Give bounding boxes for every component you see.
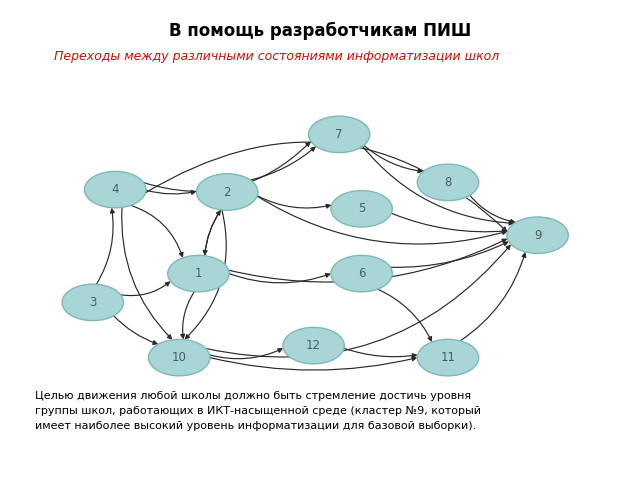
FancyArrowPatch shape [209, 349, 282, 359]
Ellipse shape [417, 164, 479, 201]
Text: 4: 4 [111, 183, 119, 196]
Text: 7: 7 [335, 128, 343, 141]
Text: В помощь разработчикам ПИШ: В помощь разработчикам ПИШ [169, 22, 471, 40]
Text: Переходы между различными состояниями информатизации школ: Переходы между различными состояниями ин… [54, 50, 500, 63]
FancyArrowPatch shape [204, 210, 221, 254]
FancyArrowPatch shape [146, 190, 195, 194]
FancyArrowPatch shape [180, 292, 195, 338]
FancyArrowPatch shape [378, 289, 431, 341]
FancyArrowPatch shape [210, 357, 416, 370]
FancyArrowPatch shape [362, 146, 513, 225]
Text: 12: 12 [306, 339, 321, 352]
FancyArrowPatch shape [257, 196, 330, 208]
FancyArrowPatch shape [392, 213, 506, 233]
Text: 8: 8 [444, 176, 452, 189]
Text: 10: 10 [172, 351, 187, 364]
FancyArrowPatch shape [257, 196, 506, 244]
FancyArrowPatch shape [206, 245, 510, 357]
Text: 9: 9 [534, 228, 541, 242]
FancyArrowPatch shape [364, 145, 422, 173]
FancyArrowPatch shape [145, 142, 506, 231]
FancyArrowPatch shape [390, 242, 508, 267]
FancyArrowPatch shape [114, 316, 157, 344]
Text: 6: 6 [358, 267, 365, 280]
Ellipse shape [331, 191, 392, 227]
Ellipse shape [148, 339, 210, 376]
FancyArrowPatch shape [122, 207, 172, 339]
Text: Целью движения любой школы должно быть стремление достичь уровня
группы школ, ра: Целью движения любой школы должно быть с… [35, 391, 481, 431]
Text: 1: 1 [195, 267, 202, 280]
Ellipse shape [168, 255, 229, 292]
FancyArrowPatch shape [344, 348, 416, 358]
FancyArrowPatch shape [470, 195, 515, 223]
Ellipse shape [196, 174, 258, 210]
Text: 11: 11 [440, 351, 456, 364]
FancyArrowPatch shape [460, 253, 525, 341]
Ellipse shape [331, 255, 392, 292]
Ellipse shape [507, 217, 568, 253]
Ellipse shape [283, 327, 344, 364]
FancyArrowPatch shape [131, 205, 183, 257]
Text: 5: 5 [358, 202, 365, 216]
Ellipse shape [308, 116, 370, 153]
Ellipse shape [84, 171, 146, 208]
Ellipse shape [417, 339, 479, 376]
Ellipse shape [62, 284, 124, 321]
FancyArrowPatch shape [121, 282, 170, 296]
Text: 2: 2 [223, 185, 231, 199]
FancyArrowPatch shape [228, 239, 506, 282]
FancyArrowPatch shape [186, 210, 227, 339]
FancyArrowPatch shape [250, 147, 315, 180]
FancyArrowPatch shape [229, 274, 330, 283]
FancyArrowPatch shape [205, 211, 220, 256]
Text: 3: 3 [89, 296, 97, 309]
FancyArrowPatch shape [97, 209, 115, 284]
FancyArrowPatch shape [143, 143, 310, 192]
